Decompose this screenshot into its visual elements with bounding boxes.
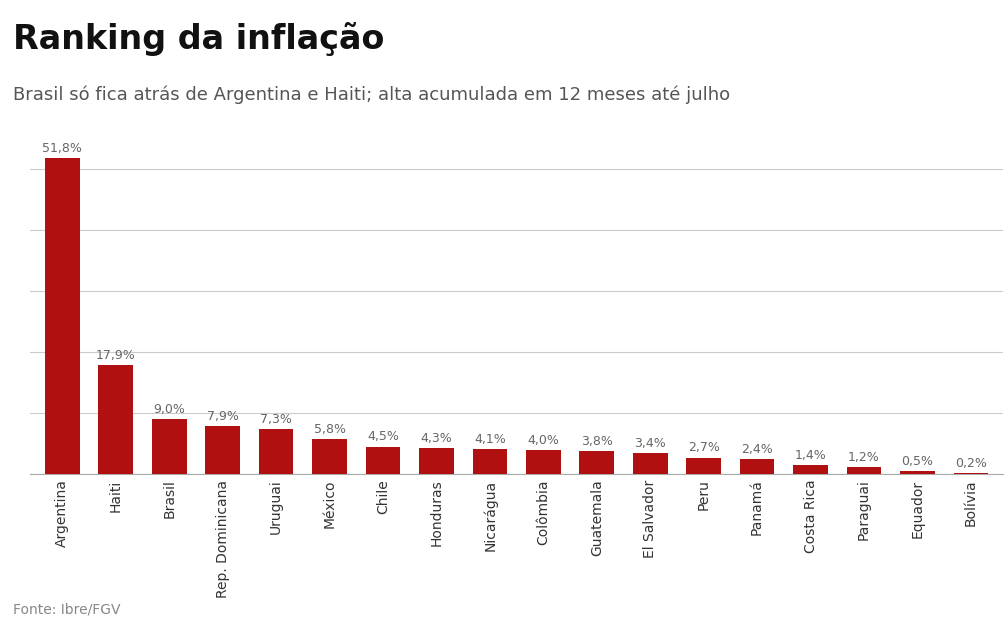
Bar — [473, 449, 507, 474]
Bar — [45, 158, 80, 474]
Text: 51,8%: 51,8% — [42, 142, 83, 155]
Bar — [793, 465, 828, 474]
Text: 9,0%: 9,0% — [153, 403, 185, 416]
Bar — [900, 471, 934, 474]
Bar — [366, 447, 400, 474]
Text: 17,9%: 17,9% — [96, 349, 136, 362]
Text: 4,0%: 4,0% — [527, 434, 559, 447]
Text: Fonte: Ibre/FGV: Fonte: Ibre/FGV — [13, 602, 121, 616]
Bar — [633, 453, 667, 474]
Bar — [847, 466, 881, 474]
Bar — [954, 473, 988, 474]
Text: 0,2%: 0,2% — [955, 457, 987, 470]
Bar — [206, 426, 240, 474]
Text: 4,1%: 4,1% — [474, 433, 506, 446]
Bar — [419, 447, 454, 474]
Bar — [740, 459, 774, 474]
Text: Brasil só fica atrás de Argentina e Haiti; alta acumulada em 12 meses até julho: Brasil só fica atrás de Argentina e Hait… — [13, 85, 730, 104]
Bar — [526, 449, 560, 474]
Text: 1,2%: 1,2% — [848, 451, 880, 464]
Text: 2,4%: 2,4% — [741, 443, 773, 456]
Text: 7,3%: 7,3% — [260, 413, 292, 427]
Text: 4,3%: 4,3% — [420, 432, 453, 445]
Text: 3,8%: 3,8% — [581, 435, 613, 447]
Bar — [312, 439, 347, 474]
Bar — [152, 419, 186, 474]
Text: 2,7%: 2,7% — [687, 442, 720, 454]
Text: 0,5%: 0,5% — [901, 455, 933, 468]
Text: 7,9%: 7,9% — [207, 410, 239, 423]
Text: Ranking da inflação: Ranking da inflação — [13, 22, 384, 56]
Bar — [686, 458, 721, 474]
Text: 5,8%: 5,8% — [313, 423, 346, 435]
Bar — [259, 430, 293, 474]
Bar — [99, 365, 133, 474]
Text: 1,4%: 1,4% — [794, 449, 827, 463]
Bar — [580, 451, 614, 474]
Text: 4,5%: 4,5% — [367, 430, 399, 444]
Text: 3,4%: 3,4% — [634, 437, 666, 450]
